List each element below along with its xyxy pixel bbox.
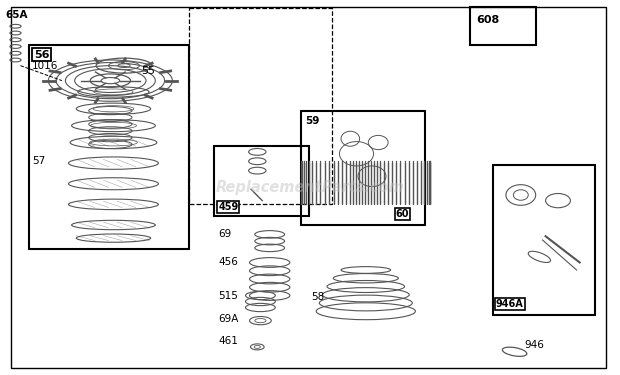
Text: 515: 515 [218,291,238,301]
Text: 608: 608 [476,15,500,25]
Text: 60: 60 [396,209,409,219]
Text: 59: 59 [306,116,320,126]
Text: 946A: 946A [496,299,524,309]
Text: ReplacementParts.com: ReplacementParts.com [216,180,404,195]
Bar [470,7,536,45]
Text: 56: 56 [34,50,50,60]
Text: 65A: 65A [5,10,27,21]
Text: 69A: 69A [218,314,239,324]
Text: 58: 58 [311,292,324,302]
Text: 69: 69 [218,229,231,239]
Text: 461: 461 [218,336,238,346]
Bar [189,8,332,204]
Bar [214,146,309,216]
Bar [29,45,189,249]
Text: 55: 55 [141,66,156,75]
Text: 946: 946 [524,340,544,351]
Text: 459: 459 [218,202,239,212]
Text: 456: 456 [218,257,238,267]
Text: 1016: 1016 [32,61,59,70]
Text: 57: 57 [32,156,45,166]
Bar [493,165,595,315]
Bar [301,111,425,225]
